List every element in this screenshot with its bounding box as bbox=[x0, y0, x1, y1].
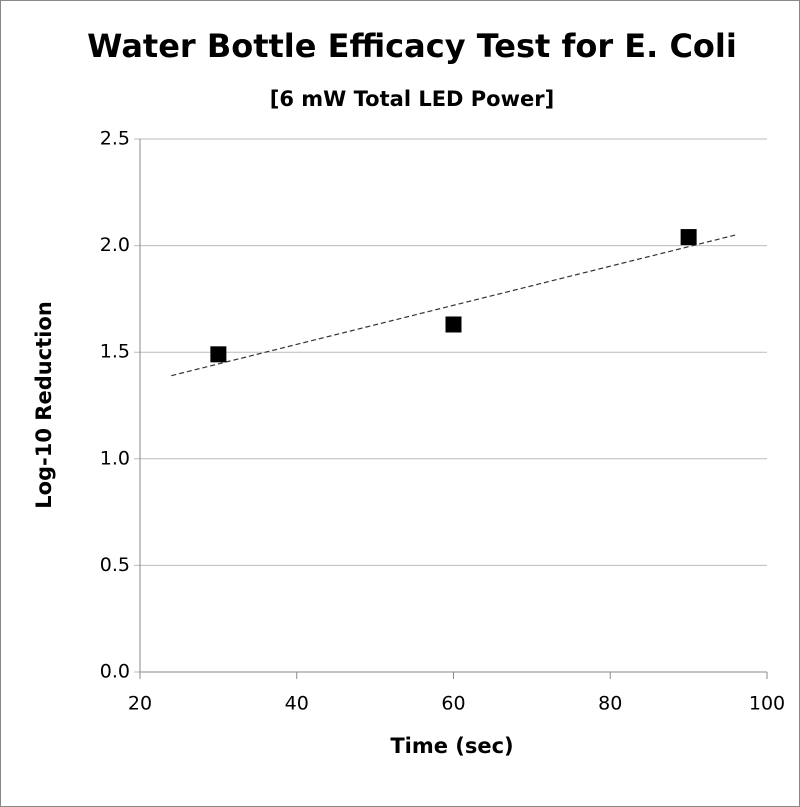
y-tick-label: 0.0 bbox=[100, 661, 130, 683]
point bbox=[680, 229, 697, 246]
y-tick-label: 1.5 bbox=[100, 341, 130, 363]
x-tick-label: 40 bbox=[285, 693, 309, 715]
y-tick-label: 1.0 bbox=[100, 447, 130, 469]
x-tick-label: 100 bbox=[749, 693, 785, 715]
y-tick-label: 0.5 bbox=[100, 554, 130, 576]
y-tick-label: 2.5 bbox=[100, 128, 130, 150]
point bbox=[445, 316, 462, 333]
point bbox=[210, 346, 227, 363]
y-axis-label: Log-10 Reduction bbox=[32, 301, 56, 509]
x-tick-label: 80 bbox=[598, 693, 622, 715]
x-tick-label: 20 bbox=[128, 693, 152, 715]
y-tick-label: 2.0 bbox=[100, 234, 130, 256]
chart-subtitle: [6 mW Total LED Power] bbox=[270, 87, 554, 111]
x-tick-label: 60 bbox=[441, 693, 465, 715]
trendline bbox=[171, 234, 736, 377]
x-axis-label: Time (sec) bbox=[390, 734, 513, 758]
chart-title: Water Bottle Efficacy Test for E. Coli bbox=[87, 27, 737, 65]
